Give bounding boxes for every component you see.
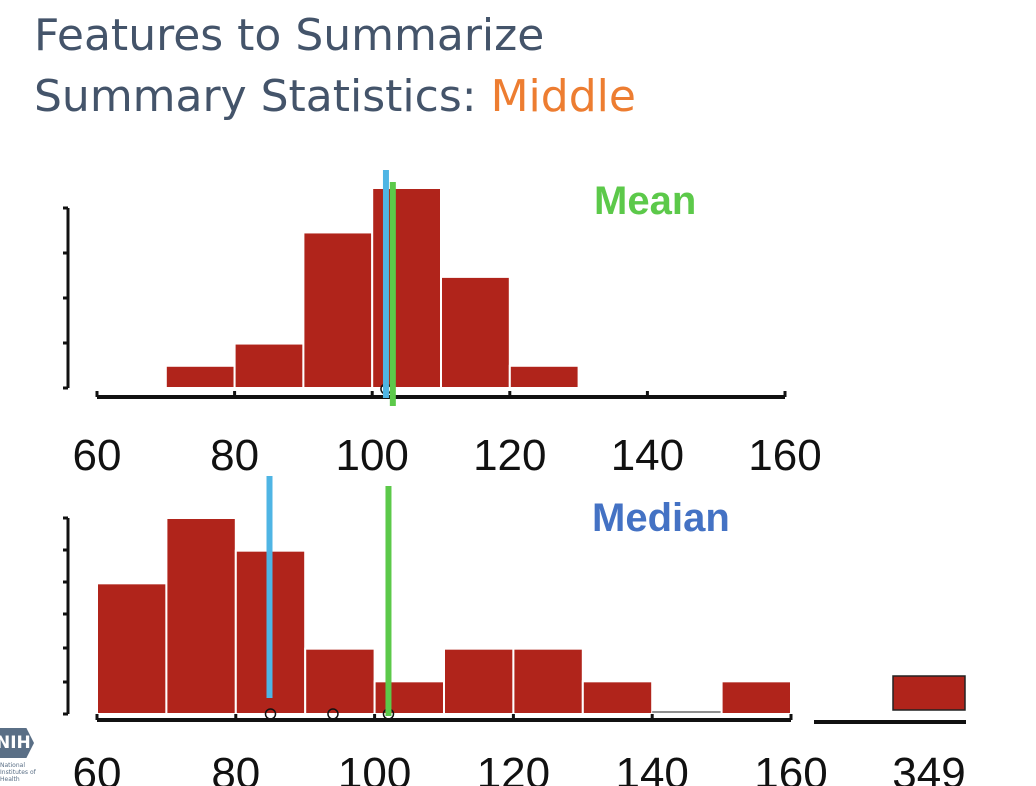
nih-logo-subtext: National Institutes of Health bbox=[0, 762, 36, 783]
subtitle-prefix: Summary Statistics: bbox=[34, 71, 491, 122]
histogram-outlier-bar bbox=[892, 675, 966, 711]
x-tick-label: 80 bbox=[210, 431, 259, 480]
histogram-bar bbox=[512, 647, 584, 716]
x-tick-label: 120 bbox=[473, 431, 546, 480]
x-tick-label-outlier: 349 bbox=[892, 749, 965, 786]
histogram-bar bbox=[508, 364, 580, 389]
x-tick-label: 120 bbox=[477, 749, 550, 786]
slide-subtitle: Summary Statistics: Middle bbox=[34, 75, 636, 119]
histogram-bar bbox=[233, 342, 305, 389]
slide-title: Features to Summarize bbox=[34, 10, 545, 61]
histogram-bar bbox=[373, 680, 446, 715]
histogram-bar bbox=[440, 275, 511, 389]
chart-label-median: Median bbox=[592, 496, 730, 540]
histogram-bar bbox=[165, 517, 237, 715]
x-tick-label: 60 bbox=[73, 431, 122, 480]
x-tick-label: 100 bbox=[335, 431, 408, 480]
x-tick-label: 160 bbox=[754, 749, 827, 786]
histogram-bar bbox=[720, 680, 792, 715]
data-point bbox=[327, 708, 339, 720]
x-tick-label: 100 bbox=[338, 749, 411, 786]
histogram-bar bbox=[304, 647, 376, 716]
histogram-bar bbox=[581, 680, 654, 715]
x-tick-label: 60 bbox=[73, 749, 122, 786]
nih-logo: NIH National Institutes of Health bbox=[0, 726, 44, 786]
nih-logo-badge: NIH bbox=[0, 728, 34, 758]
histogram-bar bbox=[443, 647, 515, 716]
data-point bbox=[264, 708, 277, 720]
chart-label-mean: Mean bbox=[594, 179, 696, 223]
x-tick-label: 160 bbox=[748, 431, 821, 480]
x-tick-label: 140 bbox=[615, 749, 688, 786]
x-tick-label: 140 bbox=[611, 431, 684, 480]
histogram-bar bbox=[96, 582, 168, 715]
histogram-bar bbox=[371, 187, 443, 389]
subtitle-accent: Middle bbox=[490, 71, 636, 122]
histogram-bar bbox=[302, 231, 374, 389]
x-tick-label: 80 bbox=[211, 749, 260, 786]
histogram-bar bbox=[164, 364, 236, 389]
